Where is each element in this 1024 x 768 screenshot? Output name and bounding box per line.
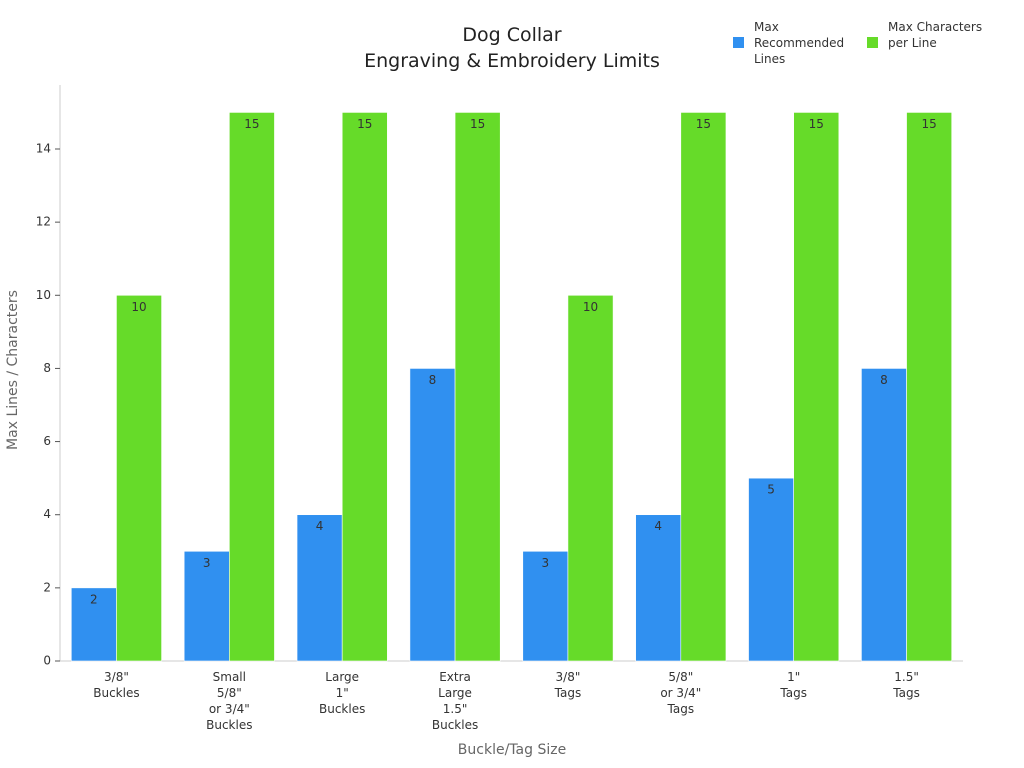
value-label: 4: [316, 519, 324, 533]
x-tick-label: Large 1" Buckles: [319, 670, 366, 716]
x-tick-label: 5/8" or 3/4" Tags: [660, 670, 702, 716]
bar: [635, 514, 682, 662]
x-tick-label: 1.5" Tags: [893, 670, 920, 700]
bar: [906, 112, 953, 662]
legend-label: Max Characters per Line: [888, 20, 983, 50]
y-tick-label: 0: [43, 654, 51, 668]
legend-swatch: [867, 37, 878, 48]
bar: [296, 514, 343, 662]
bar: [183, 550, 230, 662]
bar: [861, 368, 907, 662]
x-tick-label: 1" Tags: [780, 670, 807, 700]
x-tick-label: Extra Large 1.5" Buckles: [431, 670, 479, 732]
bar: [748, 477, 794, 662]
bar: [229, 112, 275, 662]
y-tick-label: 10: [36, 288, 51, 302]
bar: [409, 368, 456, 662]
x-tick-label: Small 5/8" or 3/4" Buckles: [206, 670, 253, 732]
x-tick-label: 3/8" Buckles: [93, 670, 140, 700]
x-tick-label: 3/8" Tags: [554, 670, 582, 700]
bar: [116, 294, 162, 662]
value-label: 15: [470, 117, 485, 131]
value-label: 15: [809, 117, 824, 131]
value-label: 5: [767, 483, 775, 497]
value-label: 15: [696, 117, 711, 131]
x-axis-label: Buckle/Tag Size: [457, 742, 567, 758]
y-tick-label: 2: [43, 580, 51, 594]
bar: [341, 112, 388, 662]
legend-label: Max Recommended Lines: [754, 20, 845, 66]
y-axis-label: Max Lines / Characters: [5, 290, 21, 450]
value-label: 4: [654, 519, 662, 533]
bar: [793, 112, 840, 662]
value-label: 15: [921, 117, 936, 131]
value-label: 10: [583, 300, 598, 314]
y-tick-label: 12: [36, 215, 51, 229]
y-tick-label: 6: [43, 434, 51, 448]
value-label: 15: [244, 117, 259, 131]
legend-swatch: [733, 37, 744, 48]
value-label: 3: [542, 556, 550, 570]
y-tick-label: 14: [36, 142, 51, 156]
bar: [522, 550, 569, 662]
value-label: 2: [90, 592, 98, 606]
y-tick-label: 4: [43, 507, 51, 521]
value-label: 3: [203, 556, 211, 570]
bar: [680, 112, 727, 662]
value-label: 15: [357, 117, 372, 131]
chart-title: Dog Collar Engraving & Embroidery Limits: [364, 24, 660, 72]
bar: [567, 294, 614, 662]
value-label: 8: [429, 373, 437, 387]
bar: [454, 112, 501, 662]
value-label: 8: [880, 373, 888, 387]
value-label: 10: [131, 300, 146, 314]
y-tick-label: 8: [43, 361, 51, 375]
